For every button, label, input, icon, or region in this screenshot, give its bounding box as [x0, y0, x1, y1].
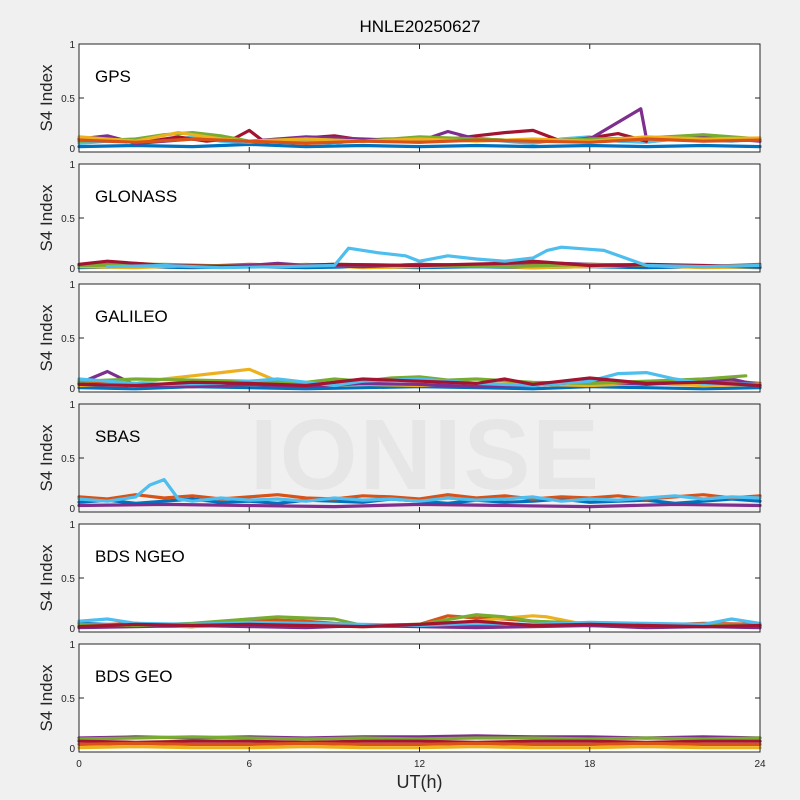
y-tick-label: 0	[69, 264, 75, 275]
y-tick-label: 0.5	[61, 94, 75, 105]
panel-label: GLONASS	[95, 187, 177, 206]
panel-label: GPS	[95, 67, 131, 86]
y-tick-label: 1	[69, 400, 75, 411]
subplot-glonass: 0 0.5 1 S4 Index GLONASS	[37, 160, 762, 275]
axes-background	[79, 644, 760, 752]
data-series-7	[77, 137, 762, 145]
y-tick-label: 1	[69, 40, 75, 51]
subplot-sbas: 0 0.5 1 S4 Index SBAS	[37, 400, 762, 515]
y-axis-label: S4 Index	[37, 424, 56, 492]
subplot-bds-geo: 0 0.5 1 0 6 12 18 24 S4 Index BDS GEO	[37, 640, 766, 770]
x-tick-label: 12	[414, 759, 426, 770]
data-series-7	[77, 376, 762, 388]
y-tick-label: 0.5	[61, 334, 75, 345]
y-tick-label: 0.5	[61, 574, 75, 585]
data-series-2	[77, 735, 762, 741]
x-tick-label: 0	[76, 759, 82, 770]
y-axis-label: S4 Index	[37, 64, 56, 132]
subplot-gps: 0 0.5 1 S4 Index GPS	[37, 40, 762, 155]
figure-title: HNLE20250627	[359, 17, 481, 36]
y-tick-label: 0.5	[61, 214, 75, 225]
x-axis-label: UT(h)	[396, 772, 443, 792]
y-tick-label: 1	[69, 160, 75, 171]
x-tick-label: 18	[584, 759, 596, 770]
y-tick-label: 1	[69, 280, 75, 291]
y-tick-label: 0.5	[61, 454, 75, 465]
axes-background	[79, 164, 760, 272]
axes-background	[79, 524, 760, 632]
x-tick-label: 24	[754, 759, 766, 770]
y-axis-label: S4 Index	[37, 304, 56, 372]
data-series-7	[77, 619, 762, 629]
y-axis-label: S4 Index	[37, 184, 56, 252]
panel-label: BDS GEO	[95, 667, 172, 686]
data-series-3	[77, 478, 762, 503]
subplot-galileo: 0 0.5 1 S4 Index GALILEO	[37, 280, 762, 395]
data-series-4	[77, 502, 762, 509]
subplot-bds-ngeo: 0 0.5 1 S4 Index BDS NGEO	[37, 520, 762, 635]
y-tick-label: 0	[69, 384, 75, 395]
x-tick-label: 6	[246, 759, 252, 770]
data-series-1	[77, 142, 762, 149]
y-tick-label: 0	[69, 504, 75, 515]
data-series-4	[77, 741, 762, 747]
y-tick-label: 1	[69, 520, 75, 531]
y-tick-label: 0	[69, 744, 75, 755]
y-axis-label: S4 Index	[37, 664, 56, 732]
panel-label: BDS NGEO	[95, 547, 185, 566]
data-series-6	[77, 259, 762, 269]
y-tick-label: 1	[69, 640, 75, 651]
y-tick-label: 0	[69, 624, 75, 635]
data-series-7	[105, 245, 762, 270]
data-series-6	[77, 131, 762, 143]
y-tick-label: 0.5	[61, 694, 75, 705]
y-tick-label: 0	[69, 144, 75, 155]
panel-label: GALILEO	[95, 307, 168, 326]
panel-label: SBAS	[95, 427, 140, 446]
y-axis-label: S4 Index	[37, 544, 56, 612]
